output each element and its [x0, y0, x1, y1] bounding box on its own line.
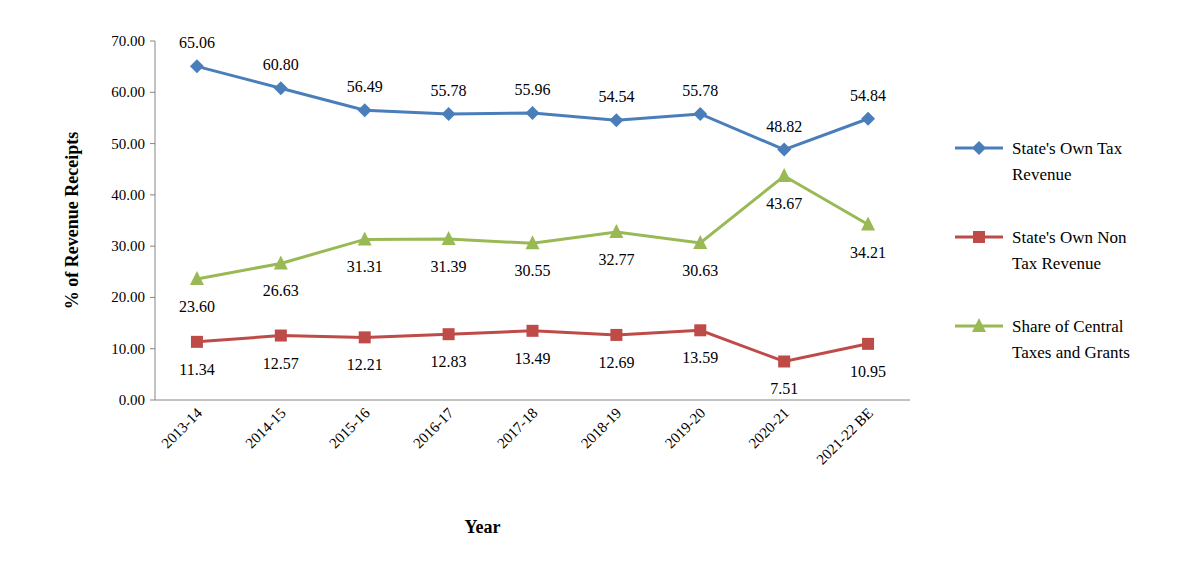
data-label: 12.83	[431, 353, 467, 370]
y-tick	[150, 143, 155, 144]
data-point	[777, 168, 791, 182]
x-tick-label: 2015-16	[326, 404, 373, 451]
data-point	[443, 328, 455, 340]
y-tick-label: 40.00	[111, 187, 145, 203]
data-label: 13.59	[682, 349, 718, 366]
series-line	[197, 176, 868, 279]
y-axis-title: % of Revenue Receipts	[62, 132, 82, 309]
data-point	[358, 231, 372, 245]
data-point	[442, 107, 456, 121]
data-label: 12.57	[263, 355, 299, 372]
data-point	[274, 81, 288, 95]
x-axis	[155, 400, 910, 401]
legend-label: State's Own TaxRevenue	[1012, 139, 1123, 184]
data-point	[526, 235, 540, 249]
data-point	[861, 112, 875, 126]
data-point	[861, 217, 875, 231]
y-tick-label: 10.00	[111, 341, 145, 357]
data-point	[359, 331, 371, 343]
data-label: 65.06	[179, 34, 215, 51]
y-tick	[150, 92, 155, 93]
data-label: 43.67	[766, 195, 802, 212]
data-label: 55.78	[431, 82, 467, 99]
data-point	[442, 231, 456, 245]
data-point	[609, 224, 623, 238]
data-point	[190, 271, 204, 285]
x-tick-label: 2016-17	[410, 404, 457, 451]
legend-label: Share of CentralTaxes and Grants	[1012, 317, 1130, 362]
data-label: 34.21	[850, 244, 886, 261]
data-label: 55.78	[682, 82, 718, 99]
data-label: 48.82	[766, 118, 802, 135]
legend-marker	[972, 318, 986, 332]
x-tick-label: 2019-20	[662, 405, 709, 452]
data-point	[274, 255, 288, 269]
x-tick-label: 2021-22 BE	[813, 405, 876, 468]
data-point	[526, 106, 540, 120]
data-label: 7.51	[770, 380, 798, 397]
y-tick-label: 50.00	[111, 136, 145, 152]
data-labels: 65.06 60.80 56.49 55.78 55.96 54.54 55.78 48.82…	[179, 34, 886, 397]
data-point	[358, 103, 372, 117]
y-tick	[150, 348, 155, 349]
data-point	[694, 324, 706, 336]
data-point	[609, 113, 623, 127]
x-tick-label: 2014-15	[242, 405, 289, 452]
data-label: 13.49	[515, 350, 551, 367]
data-label: 11.34	[179, 361, 214, 378]
y-tick	[150, 41, 155, 42]
data-point	[191, 336, 203, 348]
data-label: 31.31	[347, 258, 383, 275]
chart: 0.00 10.00 20.00 30.00 40.00 50.00 60.00 70.00 2…	[0, 0, 1200, 566]
data-label: 12.69	[598, 354, 634, 371]
data-point	[275, 330, 287, 342]
legend-label: State's Own NonTax Revenue	[1012, 228, 1127, 273]
data-label: 12.21	[347, 356, 383, 373]
y-tick	[150, 297, 155, 298]
x-tick-label: 2018-19	[578, 405, 625, 452]
y-tick	[150, 400, 155, 401]
data-point	[777, 143, 791, 157]
y-tick-label: 60.00	[111, 84, 145, 100]
x-tick-label: 2020-21	[746, 405, 793, 452]
legend-marker	[972, 141, 986, 155]
data-point	[190, 59, 204, 73]
data-label: 10.95	[850, 363, 886, 380]
series-line	[197, 66, 868, 149]
y-tick-label: 70.00	[111, 33, 145, 49]
data-label: 54.84	[850, 87, 886, 104]
data-point	[527, 325, 539, 337]
y-tick-label: 20.00	[111, 289, 145, 305]
data-label: 30.63	[682, 262, 718, 279]
data-label: 54.54	[598, 88, 634, 105]
data-point	[693, 107, 707, 121]
x-tick-label: 2013-14	[158, 404, 205, 451]
data-label: 60.80	[263, 56, 299, 73]
y-axis	[155, 41, 156, 400]
y-tick	[150, 194, 155, 195]
legend: State's Own TaxRevenue State's Own NonTax…	[955, 139, 1130, 362]
data-label: 55.96	[515, 81, 551, 98]
data-point	[862, 338, 874, 350]
data-point	[610, 329, 622, 341]
y-tick-label: 30.00	[111, 238, 145, 254]
data-point	[693, 235, 707, 249]
data-label: 23.60	[179, 298, 215, 315]
data-label: 26.63	[263, 282, 299, 299]
data-label: 56.49	[347, 78, 383, 95]
legend-marker	[973, 231, 985, 243]
data-point	[778, 355, 790, 367]
y-tick-label: 0.00	[119, 392, 145, 408]
data-label: 31.39	[431, 258, 467, 275]
data-label: 30.55	[515, 262, 551, 279]
plot-area	[190, 59, 875, 367]
x-axis-title: Year	[465, 517, 501, 537]
data-label: 32.77	[598, 251, 634, 268]
y-tick	[150, 246, 155, 247]
x-tick-label: 2017-18	[494, 405, 541, 452]
